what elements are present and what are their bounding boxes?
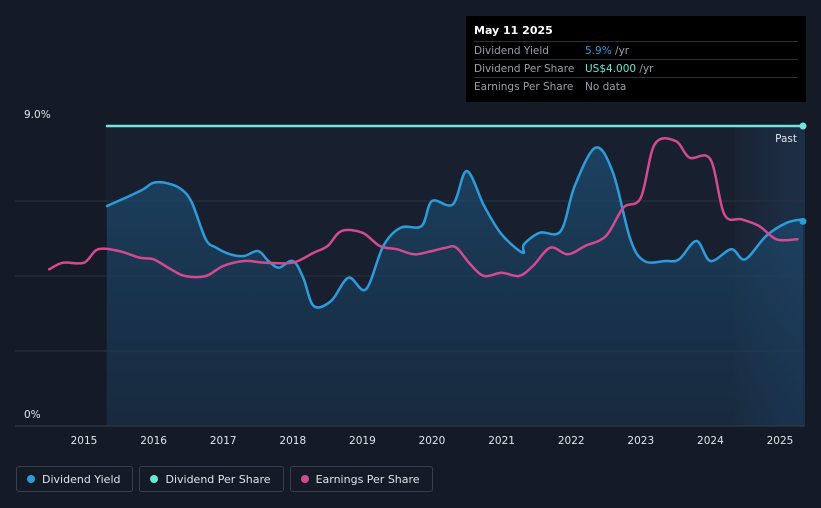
x-tick-label: 2023: [627, 435, 654, 447]
tooltip-label: Earnings Per Share: [474, 80, 574, 93]
x-tick-label: 2024: [697, 435, 724, 447]
x-tick-label: 2022: [558, 435, 585, 447]
x-tick-label: 2016: [140, 435, 167, 447]
legend-dot-icon: [27, 475, 35, 483]
dividend-yield-endpoint: [799, 217, 807, 225]
legend-label: Dividend Yield: [42, 472, 121, 486]
x-tick-label: 2021: [488, 435, 515, 447]
legend-dividend-yield[interactable]: Dividend Yield: [16, 466, 134, 492]
x-tick-label: 2025: [767, 435, 794, 447]
tooltip-value: 5.9%: [585, 44, 612, 57]
legend: Dividend Yield Dividend Per Share Earnin…: [16, 466, 433, 492]
tooltip-panel: May 11 2025 Dividend Yield 5.9% /yr Divi…: [466, 16, 806, 102]
legend-dividend-per-share[interactable]: Dividend Per Share: [139, 466, 284, 492]
y-tick-label-zero: 0%: [24, 409, 41, 421]
legend-label: Dividend Per Share: [165, 472, 271, 486]
dividend-per-share-endpoint: [799, 122, 807, 130]
tooltip-value: US$4.000: [585, 62, 637, 75]
dividend-yield-line: [105, 146, 805, 309]
x-tick-label: 2015: [71, 435, 98, 447]
x-tick-label: 2020: [419, 435, 446, 447]
legend-dot-icon: [300, 475, 309, 483]
tooltip-unit: /yr: [636, 62, 654, 75]
x-tick-label: 2019: [349, 435, 376, 447]
tooltip-value: No data: [585, 80, 627, 93]
tooltip-label: Dividend Per Share: [474, 62, 575, 75]
tooltip-row-dividend-per-share: Dividend Per Share US$4.000 /yr: [474, 59, 798, 77]
y-tick-label-max: 9.0%: [24, 109, 51, 121]
x-tick-label: 2017: [210, 435, 237, 447]
tooltip-row-earnings-per-share: Earnings Per Share No data: [474, 77, 798, 95]
dividend-yield-area: [107, 147, 803, 426]
x-tick-label: 2018: [279, 435, 306, 447]
legend-label: Earnings Per Share: [315, 472, 420, 486]
tooltip-unit: /yr: [611, 44, 630, 57]
tooltip-date: May 11 2025: [474, 24, 553, 37]
tooltip-row-dividend-yield: Dividend Yield 5.9% /yr: [474, 41, 798, 59]
legend-earnings-per-share[interactable]: Earnings Per Share: [289, 466, 433, 492]
tooltip-label: Dividend Yield: [474, 44, 549, 57]
legend-dot-icon: [150, 475, 159, 483]
past-label: Past: [775, 133, 797, 145]
earnings-per-share-line: [47, 137, 799, 279]
